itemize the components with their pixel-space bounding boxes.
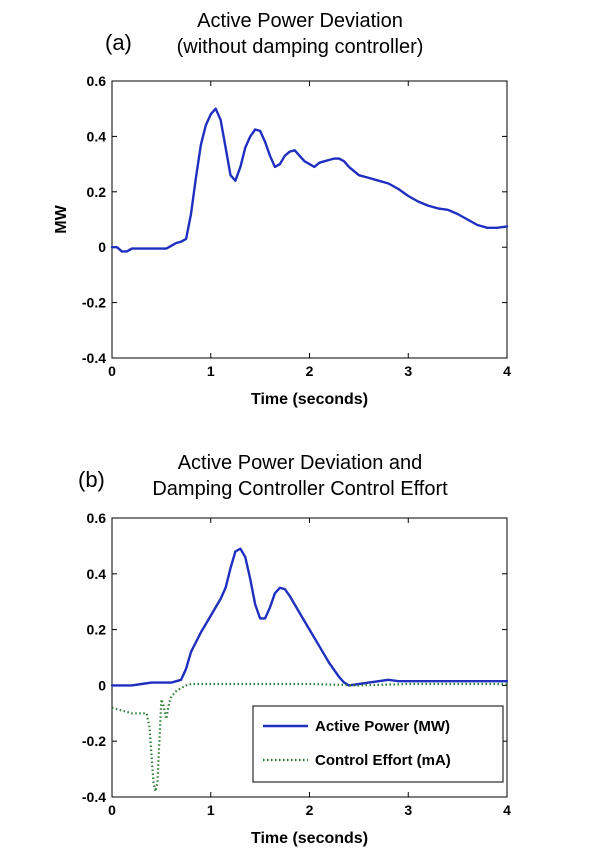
x-tick-label: 3 — [404, 363, 412, 379]
x-axis-title: Time (seconds) — [251, 391, 368, 408]
panel-a-title: Active Power Deviation (without damping … — [130, 8, 470, 60]
legend-label: Control Effort (mA) — [315, 752, 451, 769]
x-tick-label: 0 — [108, 363, 116, 379]
x-tick-label: 2 — [306, 363, 314, 379]
series-line-0 — [110, 107, 509, 253]
x-tick-label: 2 — [306, 802, 314, 818]
panel-b-title-line2: Damping Controller Control Effort — [152, 478, 448, 500]
chart-0: 0 1 2 3 4 -0.4 -0.2 0 0.2 0.4 0.6 Time (seconds) MW — [53, 73, 511, 408]
x-tick-label: 4 — [503, 802, 511, 818]
panel-b-title-line1: Active Power Deviation and — [177, 452, 423, 474]
panel-b-label: (b) — [78, 467, 105, 492]
y-tick-label: 0.4 — [87, 566, 107, 582]
y-tick-label: 0 — [98, 677, 106, 693]
y-tick-label: 0.2 — [87, 622, 107, 638]
panel-a-title-line2: (without damping controller) — [176, 36, 424, 58]
chart-1: 0 1 2 3 4 -0.4 -0.2 0 0.2 0.4 0.6 Time (seconds) Act… — [82, 510, 511, 847]
plot-frame — [111, 80, 508, 359]
y-tick-label: -0.2 — [82, 733, 106, 749]
y-tick-label: 0.6 — [87, 510, 107, 526]
x-tick-label: 1 — [207, 802, 215, 818]
y-axis-title: MW — [53, 204, 70, 233]
panel-a-label: (a) — [105, 30, 132, 55]
y-tick-label: 0.2 — [87, 184, 107, 200]
panel-b-title: Active Power Deviation and Damping Contr… — [95, 450, 505, 502]
y-tick-label: -0.2 — [82, 295, 106, 311]
x-tick-label: 1 — [207, 363, 215, 379]
x-axis-title: Time (seconds) — [251, 830, 368, 847]
series-line-1 — [111, 682, 507, 793]
x-tick-label: 0 — [108, 802, 116, 818]
y-tick-label: -0.4 — [82, 350, 106, 366]
y-tick-label: 0.6 — [87, 73, 107, 89]
panel-a-title-line1: Active Power Deviation — [197, 10, 403, 32]
y-tick-label: 0 — [98, 239, 106, 255]
y-tick-label: 0.4 — [87, 128, 107, 144]
series-line-0 — [110, 547, 509, 687]
legend-label: Active Power (MW) — [315, 718, 450, 735]
legend-box — [252, 705, 504, 783]
x-tick-label: 4 — [503, 363, 511, 379]
y-tick-label: -0.4 — [82, 789, 106, 805]
x-tick-label: 3 — [404, 802, 412, 818]
